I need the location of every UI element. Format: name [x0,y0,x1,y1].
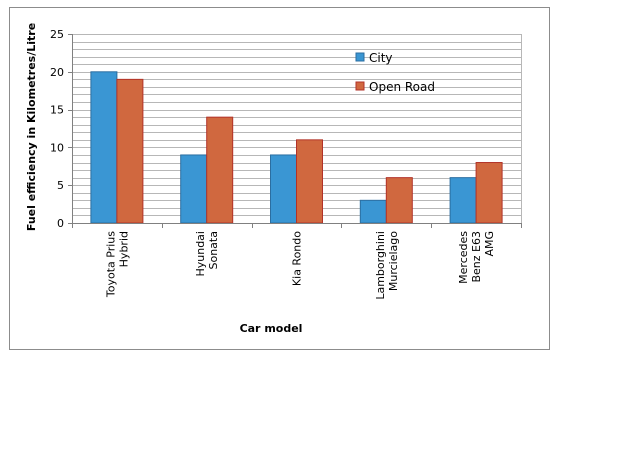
bar-chart: 0 5 10 15 20 25 Toyota Prius Hybrid Hyundai Sona… [25,23,522,335]
category-label-line: Murcielago [387,231,400,291]
legend: City Open Road [355,51,435,94]
legend-label-open-road: Open Road [369,80,435,94]
bar-city [90,71,118,224]
bar-city [449,177,477,224]
y-tick-label: 15 [50,104,64,117]
bar-city [270,154,297,224]
bar-city [359,199,387,224]
category-label-line: Kia Rondo [291,231,304,286]
bar-city [180,154,208,224]
category-label-line: Toyota Prius [104,231,117,298]
bar-open-road [296,139,323,224]
category-label-line: Mercedes [457,231,470,284]
axes [68,34,522,228]
x-axis-title: Car model [240,322,303,335]
y-tick-label: 0 [57,217,64,230]
category-label-line: Sonata [207,231,220,269]
legend-swatch-city [355,52,365,62]
category-label: Kia Rondo [291,231,304,286]
bar-open-road [116,78,144,224]
category-label-line: Benz E63 [470,231,483,283]
category-labels: Toyota Prius Hybrid Hyundai Sonata Kia Rondo… [104,231,496,300]
category-label: Mercedes Benz E63 AMG [457,231,496,284]
category-label-line: Hybrid [117,231,130,267]
y-tick-label: 20 [50,66,64,79]
y-tick-labels: 0 5 10 15 20 25 [50,28,64,230]
category-label: Hyundai Sonata [194,231,220,277]
y-tick-label: 25 [50,28,64,41]
legend-swatch-open-road [355,81,365,91]
category-label: Lamborghini Murcielago [374,231,400,300]
bar-open-road [475,162,503,224]
chart-frame: 0 5 10 15 20 25 Toyota Prius Hybrid Hyundai Sona… [9,7,550,350]
bar-open-road [385,177,413,224]
y-tick-label: 10 [50,141,64,154]
category-label-line: AMG [483,231,496,257]
category-label: Toyota Prius Hybrid [104,231,130,298]
grid-lines [72,34,522,223]
category-label-line: Lamborghini [374,231,387,300]
y-tick-label: 5 [57,179,64,192]
y-axis-title: Fuel efficiency in Kilometres/Litre [25,23,38,231]
legend-label-city: City [369,51,393,65]
bar-open-road [206,116,234,224]
category-label-line: Hyundai [194,231,207,277]
